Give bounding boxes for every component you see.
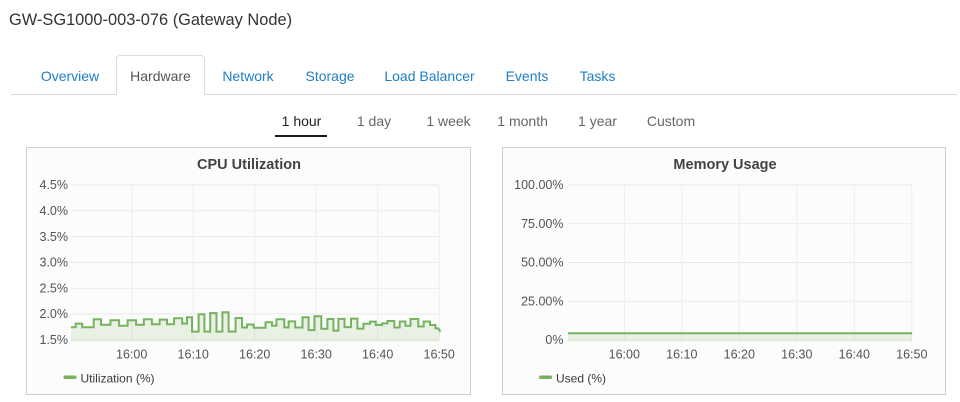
svg-text:Used (%): Used (%) [556, 372, 606, 386]
svg-text:2.0%: 2.0% [40, 307, 69, 321]
svg-text:2.5%: 2.5% [40, 281, 69, 295]
svg-text:25.00%: 25.00% [521, 294, 563, 308]
svg-text:100.00%: 100.00% [514, 178, 563, 192]
svg-text:1.5%: 1.5% [40, 333, 69, 347]
svg-text:4.0%: 4.0% [40, 204, 69, 218]
svg-text:75.00%: 75.00% [521, 217, 563, 231]
svg-text:16:00: 16:00 [116, 348, 147, 362]
svg-text:Utilization (%): Utilization (%) [81, 372, 155, 386]
svg-text:16:20: 16:20 [239, 348, 270, 362]
svg-text:16:10: 16:10 [178, 348, 209, 362]
svg-text:16:40: 16:40 [362, 348, 393, 362]
svg-text:0%: 0% [545, 333, 563, 347]
svg-text:CPU Utilization: CPU Utilization [197, 157, 301, 173]
svg-text:16:30: 16:30 [781, 348, 812, 362]
svg-text:Memory Usage: Memory Usage [673, 157, 776, 173]
svg-text:16:50: 16:50 [896, 348, 927, 362]
svg-text:50.00%: 50.00% [521, 256, 563, 270]
svg-text:16:20: 16:20 [724, 348, 755, 362]
svg-text:3.5%: 3.5% [40, 230, 69, 244]
svg-text:16:30: 16:30 [301, 348, 332, 362]
svg-text:3.0%: 3.0% [40, 256, 69, 270]
svg-text:16:00: 16:00 [609, 348, 640, 362]
svg-text:4.5%: 4.5% [40, 178, 69, 192]
svg-text:16:40: 16:40 [839, 348, 870, 362]
svg-text:16:50: 16:50 [424, 348, 455, 362]
svg-text:16:10: 16:10 [666, 348, 697, 362]
